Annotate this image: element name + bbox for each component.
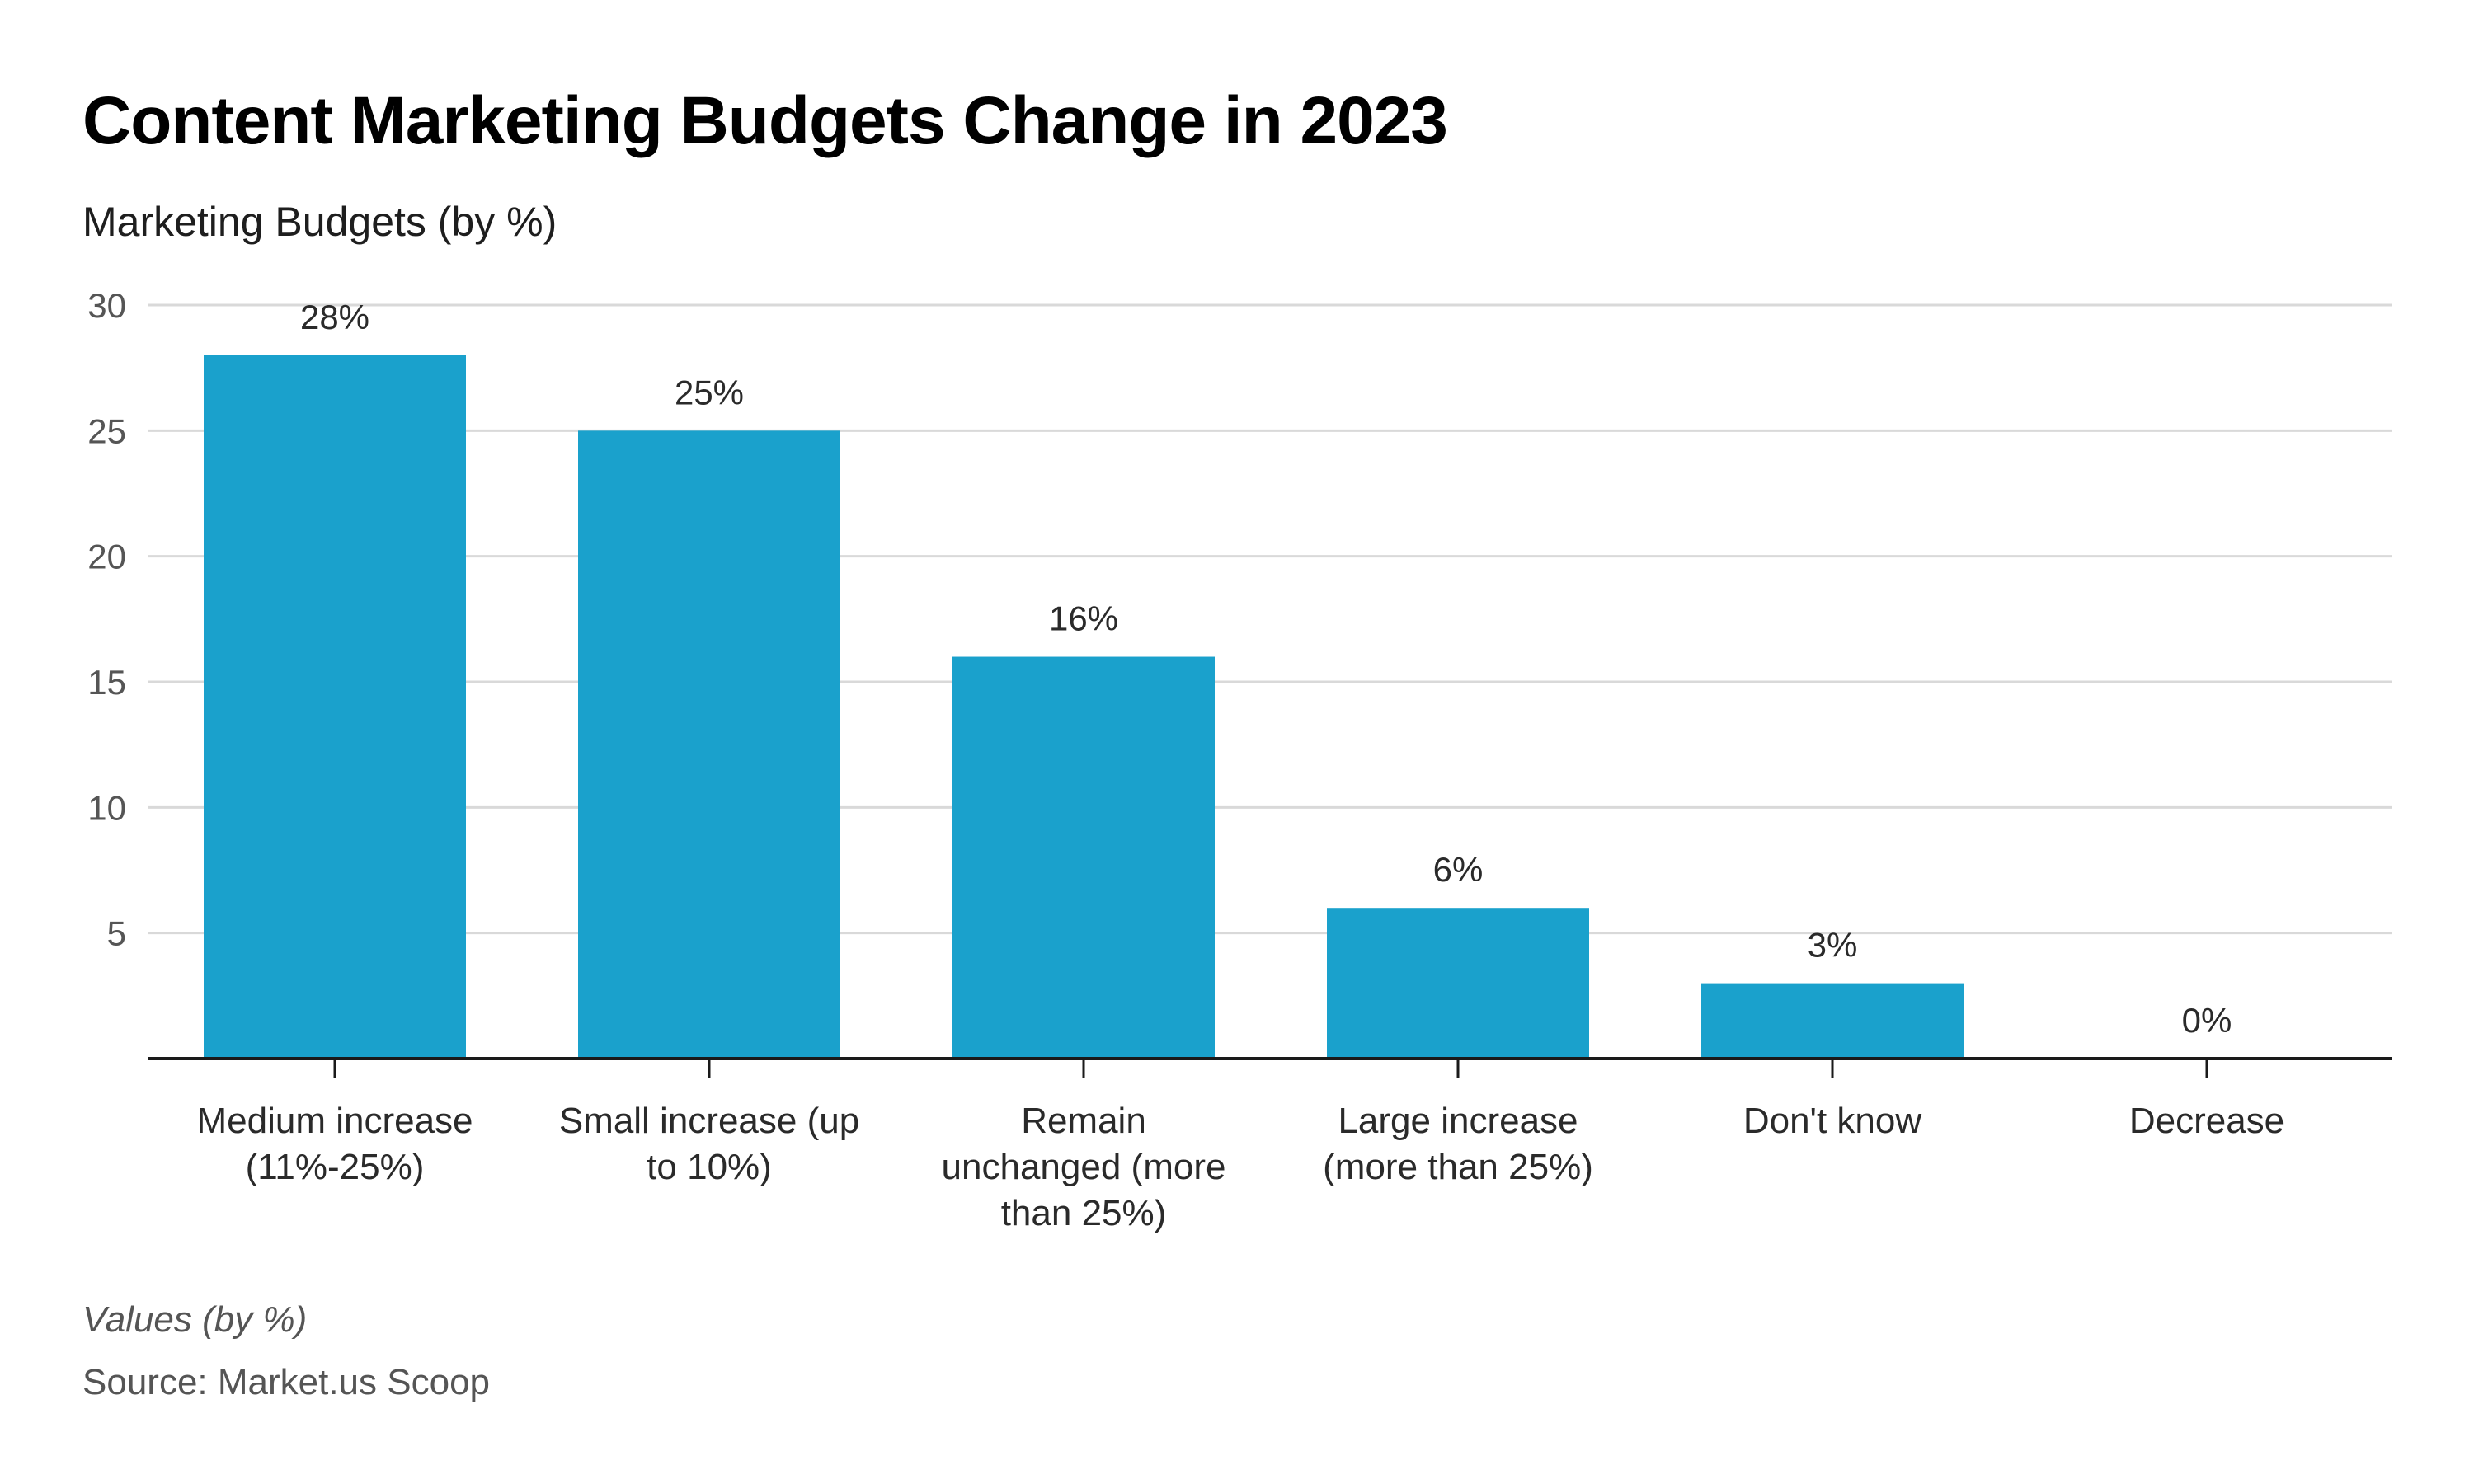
chart-subtitle: Marketing Budgets (by %) (82, 199, 557, 245)
data-label: 16% (1049, 599, 1118, 638)
data-label: 25% (675, 373, 744, 411)
x-tick-label: Decrease (2129, 1101, 2284, 1141)
y-tick-label: 15 (87, 663, 126, 702)
x-tick-label: Large increase (1338, 1101, 1578, 1141)
bar (952, 656, 1215, 1059)
y-axis-ticks: 5 10 15 20 25 30 (87, 286, 126, 953)
data-label: 28% (300, 298, 369, 336)
y-tick-label: 25 (87, 411, 126, 450)
data-label: 0% (2182, 1001, 2232, 1040)
x-tick-label: unchanged (more (942, 1147, 1226, 1187)
bar (204, 355, 466, 1059)
x-tick-label: (more than 25%) (1323, 1147, 1593, 1187)
x-tick-label: than 25%) (1001, 1193, 1167, 1233)
x-tick-label: Remain (1021, 1101, 1146, 1141)
x-tick-label: Don't know (1743, 1101, 1922, 1141)
x-axis-labels: Medium increase (11%-25%) Small increase (… (196, 1101, 2284, 1233)
y-tick-label: 20 (87, 538, 126, 576)
y-tick-label: 30 (87, 286, 126, 325)
bar (1327, 908, 1589, 1059)
gridlines (148, 303, 2392, 935)
data-label: 6% (1433, 850, 1484, 889)
y-tick-label: 5 (107, 914, 126, 953)
x-tick-label: Small increase (up (559, 1101, 859, 1141)
bar (1701, 983, 1964, 1059)
x-tick-label: Medium increase (196, 1101, 473, 1141)
chart-title: Content Marketing Budgets Change in 2023 (82, 83, 1448, 158)
y-tick-label: 10 (87, 788, 126, 827)
x-tick-label: to 10%) (647, 1147, 772, 1187)
x-axis (148, 1057, 2392, 1078)
bars (204, 355, 1964, 1059)
data-label: 3% (1808, 926, 1858, 965)
values-note: Values (by %) (82, 1299, 308, 1340)
x-tick-label: (11%-25%) (246, 1147, 425, 1187)
bar (578, 430, 840, 1059)
data-labels: 28% 25% 16% 6% 3% 0% (300, 298, 2232, 1040)
source-note: Source: Market.us Scoop (82, 1362, 491, 1402)
